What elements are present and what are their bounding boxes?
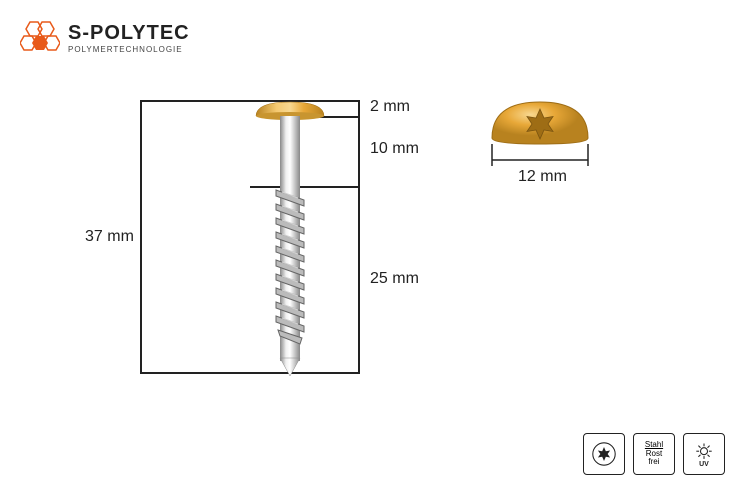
stainless-icon: Stahl Rost frei — [633, 433, 675, 475]
logo-hex-icon — [20, 20, 60, 56]
dim-total-vline — [140, 100, 142, 372]
screw-side-view — [250, 100, 330, 385]
uv-text: UV — [699, 461, 709, 468]
company-logo: S-POLYTEC POLYMERTECHNOLOGIE — [20, 20, 190, 56]
uv-icon: UV — [683, 433, 725, 475]
screw-top-view: 12 mm — [480, 90, 600, 195]
dim-total-label: 37 mm — [85, 228, 134, 246]
logo-main-text: S-POLYTEC — [68, 22, 190, 45]
dim-right-vline1 — [358, 100, 360, 372]
dim-diameter-label: 12 mm — [518, 168, 567, 186]
dim-shank-label: 10 mm — [370, 140, 419, 158]
torx-icon — [583, 433, 625, 475]
logo-text: S-POLYTEC POLYMERTECHNOLOGIE — [68, 22, 190, 54]
dim-head-label: 2 mm — [370, 98, 410, 116]
dim-thread-label: 25 mm — [370, 270, 419, 288]
rust-text-3: frei — [645, 458, 663, 467]
logo-sub-text: POLYMERTECHNOLOGIE — [68, 45, 190, 54]
diagram-area: 37 mm 2 mm 10 mm 25 mm — [120, 80, 620, 440]
feature-icons-row: Stahl Rost frei UV — [583, 433, 725, 475]
